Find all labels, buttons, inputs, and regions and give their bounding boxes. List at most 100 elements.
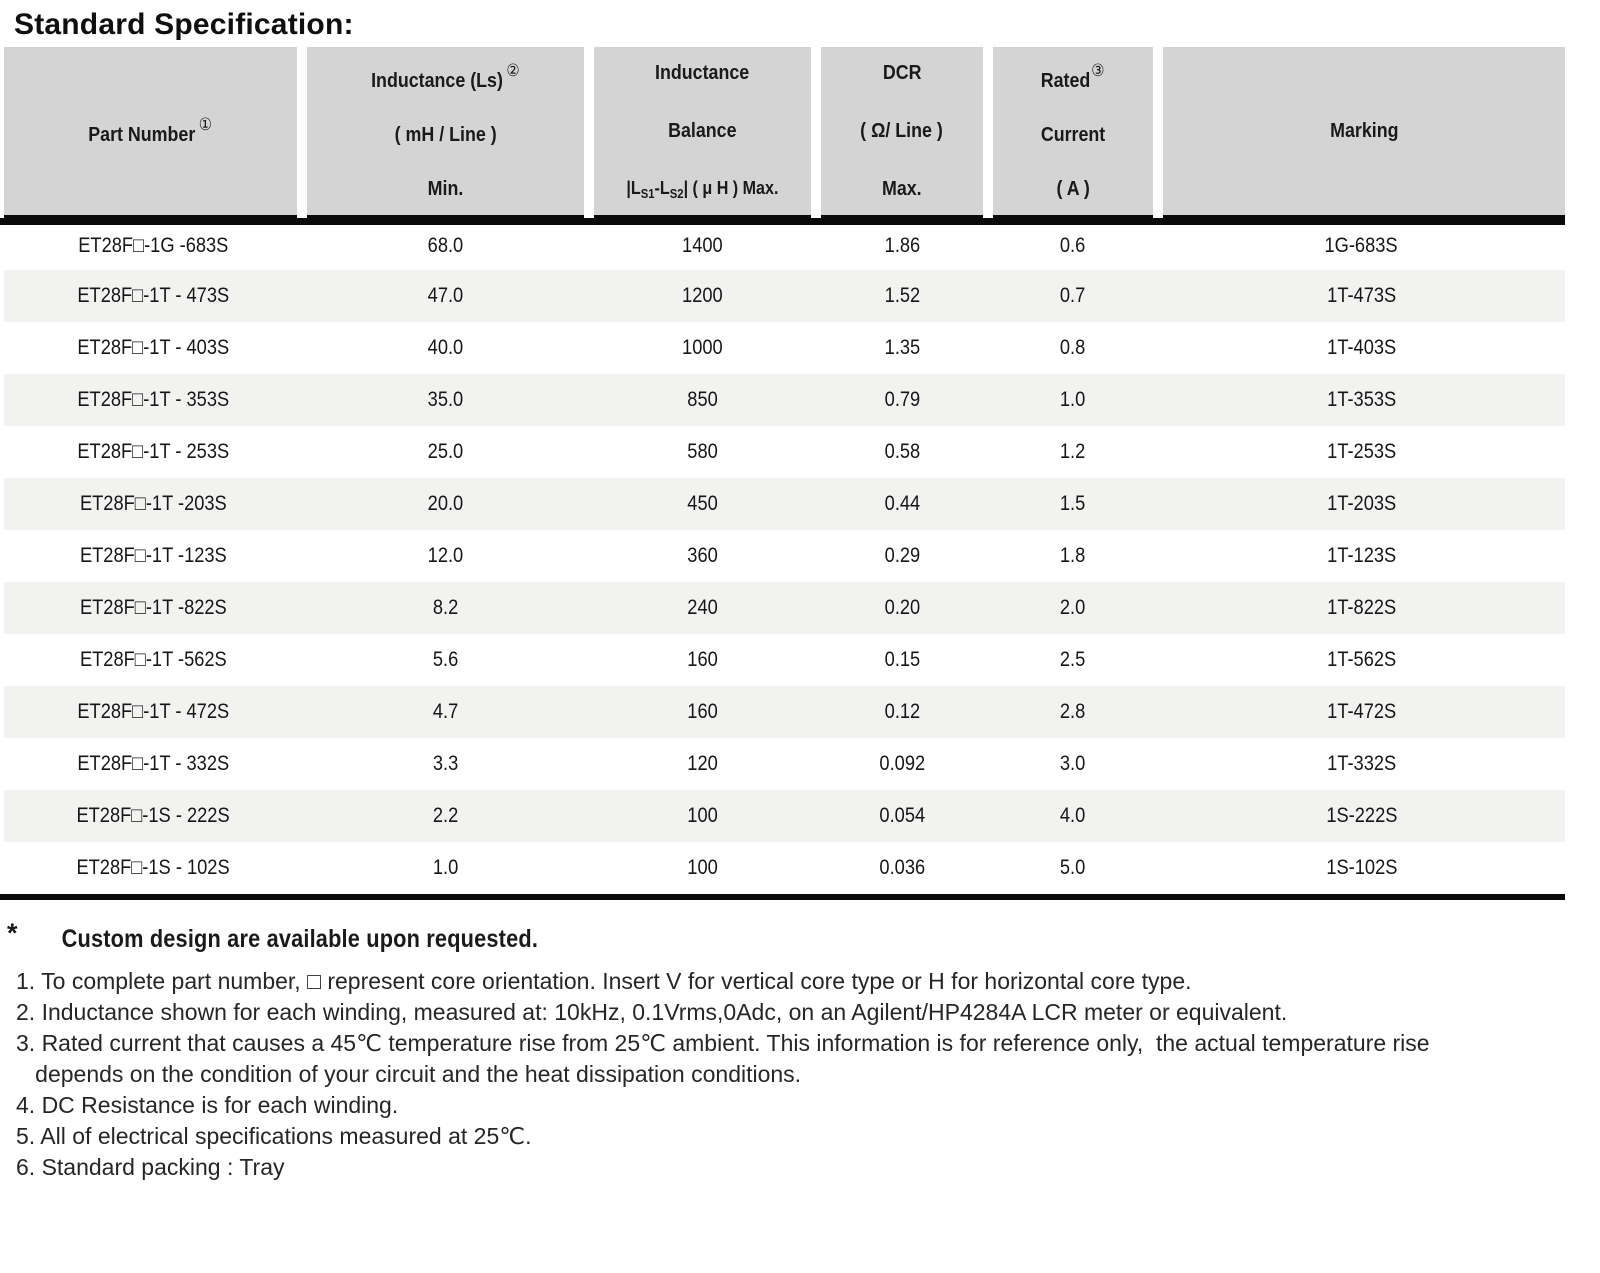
header-divider-rule (0, 218, 1565, 225)
footnote-ref-1: ① (199, 114, 213, 134)
col-header-marking: Marking (1158, 47, 1565, 222)
col-header-dcr: DCR ( Ω/ Line ) Max. (816, 47, 993, 222)
cell-part-number: ET28F□-1S - 102S (76, 856, 230, 879)
cell-dcr-max: 0.15 (884, 648, 920, 671)
inductance-min-label: Min. (427, 176, 464, 200)
cell-inductance-balance: 450 (687, 492, 718, 515)
table-row: ET28F□-1T -203S 20.0 450 0.44 1.5 1T-203S (4, 478, 1565, 530)
footnotes: 1. To complete part number, □ represent … (16, 966, 1600, 1183)
cell-inductance-balance: 1400 (682, 233, 723, 257)
cell-dcr-max: 0.44 (884, 492, 920, 515)
cell-rated-current: 2.5 (1060, 648, 1086, 671)
cell-inductance-min: 1.0 (432, 856, 459, 879)
cell-part-number: ET28F□-1T - 472S (77, 700, 229, 723)
cell-marking: 1T-472S (1326, 700, 1397, 723)
cell-part-number: ET28F□-1T -562S (79, 648, 227, 671)
cell-inductance-balance: 240 (687, 596, 718, 619)
cell-rated-current: 3.0 (1060, 752, 1086, 775)
cell-marking: 1T-332S (1326, 752, 1397, 775)
cell-rated-current: 1.5 (1060, 492, 1086, 515)
cell-inductance-min: 25.0 (427, 440, 464, 463)
cell-marking: 1T-123S (1326, 544, 1397, 567)
col-header-rated-current: Rated③ Current ( A ) (988, 47, 1163, 222)
cell-inductance-min: 8.2 (432, 596, 459, 619)
cell-dcr-max: 0.20 (884, 596, 920, 619)
cell-marking: 1S-222S (1325, 804, 1398, 827)
cell-rated-current: 0.7 (1060, 284, 1086, 307)
dcr-max-label: Max. (882, 176, 922, 200)
table-row: ET28F□-1T - 473S 47.0 1200 1.52 0.7 1T-473S (4, 270, 1565, 322)
spec-table-body: ET28F□-1G -683S 68.0 1400 1.86 0.6 1G-683S ET2… (4, 218, 1565, 894)
asterisk-marker: * (7, 918, 18, 948)
part-number-label: Part Number (88, 122, 196, 146)
cell-inductance-balance: 580 (687, 440, 718, 463)
cell-dcr-max: 0.29 (884, 544, 920, 567)
balance-label-line1: Inductance (655, 60, 750, 84)
balance-formula: |LS1-LS2| ( μ H ) Max. (626, 176, 779, 201)
cell-inductance-min: 47.0 (427, 284, 464, 307)
footnote-line: 1. To complete part number, □ represent … (16, 968, 1192, 994)
table-row: ET28F□-1T - 403S 40.0 1000 1.35 0.8 1T-403S (4, 322, 1565, 374)
cell-dcr-max: 1.52 (884, 284, 920, 307)
cell-rated-current: 5.0 (1060, 856, 1086, 879)
cell-part-number: ET28F□-1T - 353S (77, 388, 229, 411)
table-row: ET28F□-1G -683S 68.0 1400 1.86 0.6 1G-683S (4, 218, 1565, 270)
cell-marking: 1S-102S (1325, 856, 1398, 879)
cell-rated-current: 0.8 (1060, 336, 1086, 359)
cell-inductance-balance: 850 (687, 388, 718, 411)
marking-label: Marking (1329, 118, 1399, 142)
table-row: ET28F□-1T - 332S 3.3 120 0.092 3.0 1T-332S (4, 738, 1565, 790)
cell-marking: 1T-253S (1326, 440, 1397, 463)
spec-table-header: Part Number ① Inductance (Ls) ② ( mH / Lin… (4, 47, 1565, 222)
cell-inductance-balance: 100 (687, 804, 718, 827)
cell-marking: 1T-353S (1326, 388, 1397, 411)
dcr-label: DCR (882, 60, 922, 84)
table-row: ET28F□-1T - 353S 35.0 850 0.79 1.0 1T-353S (4, 374, 1565, 426)
cell-inductance-min: 2.2 (432, 804, 459, 827)
cell-inductance-balance: 1200 (682, 284, 723, 307)
header-row: Part Number ① Inductance (Ls) ② ( mH / Lin… (4, 47, 1565, 222)
footnote-line: 4. DC Resistance is for each winding. (16, 1092, 399, 1118)
cell-part-number: ET28F□-1T -123S (79, 544, 227, 567)
cell-marking: 1G-683S (1324, 233, 1399, 257)
footnote-line: 3. Rated current that causes a 45℃ tempe… (16, 1030, 1430, 1056)
balance-label-line2: Balance (668, 118, 737, 142)
cell-part-number: ET28F□-1T - 253S (77, 440, 229, 463)
dcr-unit: ( Ω/ Line ) (860, 118, 944, 142)
footnote-ref-2: ② (506, 60, 520, 80)
table-row: ET28F□-1T -562S 5.6 160 0.15 2.5 1T-562S (4, 634, 1565, 686)
cell-inductance-min: 12.0 (427, 544, 464, 567)
cell-part-number: ET28F□-1T -822S (79, 596, 227, 619)
custom-design-note: * Custom design are available upon reques… (7, 918, 1600, 953)
col-header-inductance: Inductance (Ls) ② ( mH / Line ) Min. (302, 47, 594, 222)
cell-inductance-balance: 160 (687, 648, 718, 671)
spec-table-container: Part Number ① Inductance (Ls) ② ( mH / Lin… (0, 47, 1565, 900)
inductance-unit: ( mH / Line ) (394, 122, 497, 146)
cell-inductance-min: 3.3 (432, 752, 459, 775)
cell-dcr-max: 0.58 (884, 440, 920, 463)
cell-dcr-max: 0.12 (884, 700, 920, 723)
cell-inductance-min: 20.0 (427, 492, 464, 515)
cell-rated-current: 4.0 (1060, 804, 1086, 827)
col-header-part-number: Part Number ① (4, 47, 307, 222)
table-row: ET28F□-1T - 253S 25.0 580 0.58 1.2 1T-253S (4, 426, 1565, 478)
current-label: Current (1040, 122, 1106, 146)
col-header-inductance-balance: Inductance Balance |LS1-LS2| ( μ H ) Max… (589, 47, 821, 222)
cell-marking: 1T-562S (1326, 648, 1397, 671)
cell-marking: 1T-403S (1326, 336, 1397, 359)
custom-design-text: Custom design are available upon request… (61, 925, 538, 953)
cell-rated-current: 1.8 (1060, 544, 1086, 567)
cell-inductance-min: 68.0 (427, 233, 464, 257)
cell-inductance-min: 5.6 (432, 648, 459, 671)
table-row: ET28F□-1T -123S 12.0 360 0.29 1.8 1T-123S (4, 530, 1565, 582)
cell-marking: 1T-822S (1326, 596, 1397, 619)
current-unit: ( A ) (1056, 176, 1090, 200)
page-title: Standard Specification: (14, 8, 354, 41)
cell-dcr-max: 0.79 (884, 388, 920, 411)
spec-table: Part Number ① Inductance (Ls) ② ( mH / Lin… (4, 47, 1565, 894)
cell-part-number: ET28F□-1G -683S (77, 233, 229, 257)
cell-part-number: ET28F□-1T - 332S (77, 752, 229, 775)
cell-part-number: ET28F□-1T -203S (79, 492, 227, 515)
cell-inductance-balance: 1000 (682, 336, 723, 359)
cell-inductance-balance: 120 (687, 752, 718, 775)
